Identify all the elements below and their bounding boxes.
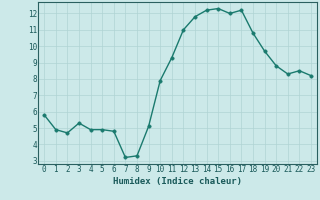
X-axis label: Humidex (Indice chaleur): Humidex (Indice chaleur) xyxy=(113,177,242,186)
